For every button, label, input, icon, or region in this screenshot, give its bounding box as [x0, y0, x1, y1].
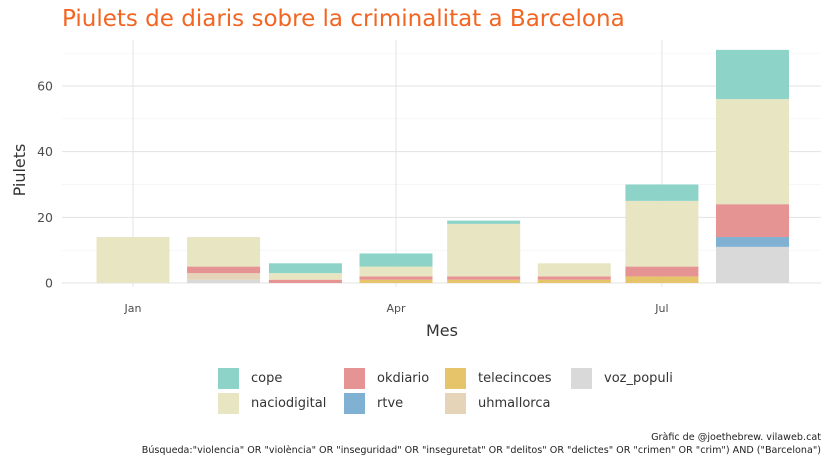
bar-segment-naciodigital — [716, 99, 790, 205]
bar-segment-okdiario — [537, 276, 611, 280]
bar-segment-cope — [625, 184, 699, 201]
x-tick-label: Apr — [386, 302, 406, 315]
legend-item-voz-populi: voz_populi — [571, 367, 681, 389]
bar-segment-cope — [268, 263, 342, 274]
legend: cope okdiario telecincoes voz_populi nac… — [218, 367, 681, 414]
bar-chart: 0 20 40 60 Jan Apr Jul Mes Piulets — [10, 40, 821, 340]
y-tick-label: 60 — [37, 78, 53, 93]
y-tick-label: 40 — [37, 144, 53, 159]
bar-segment-naciodigital — [359, 266, 433, 277]
legend-label: okdiario — [377, 370, 430, 386]
legend-item-cope: cope — [218, 367, 344, 389]
legend-item-uhmallorca: uhmallorca — [445, 392, 571, 414]
y-tick-label: 20 — [37, 210, 53, 225]
legend-label: telecincoes — [478, 370, 552, 386]
bar-segment-cope — [359, 253, 433, 267]
legend-swatch — [445, 367, 466, 389]
bar-segment-voz-populi — [187, 279, 261, 283]
y-tick-label: 0 — [45, 276, 53, 291]
legend-label: rtve — [377, 395, 404, 411]
legend-item-okdiario: okdiario — [344, 367, 445, 389]
x-axis-title: Mes — [426, 321, 458, 340]
bar-segment-telecincoes — [537, 279, 611, 283]
bar-segment-okdiario — [187, 266, 261, 274]
bar-segment-naciodigital — [625, 200, 699, 267]
legend-swatch — [344, 367, 365, 389]
bar-segment-naciodigital — [96, 237, 170, 283]
bar-segment-voz-populi — [716, 246, 790, 283]
legend-swatch — [571, 367, 592, 389]
legend-item-naciodigital: naciodigital — [218, 392, 344, 414]
bar-segment-rtve — [716, 237, 790, 247]
x-tick-label: Jul — [654, 302, 668, 315]
caption: Gràfic de @joethebrew. vilaweb.cat Búsqu… — [142, 431, 821, 457]
caption-query: Búsqueda:"violencia" OR "violència" OR "… — [141, 445, 821, 456]
legend-swatch — [344, 392, 365, 414]
legend-swatch — [218, 392, 239, 414]
bar-segment-cope — [716, 49, 790, 100]
chart-title: Piulets de diaris sobre la criminalitat … — [62, 6, 625, 32]
bar-segment-naciodigital — [268, 273, 342, 280]
y-axis-title: Piulets — [10, 144, 29, 197]
legend-item-rtve: rtve — [344, 392, 445, 414]
legend-item-telecincoes: telecincoes — [445, 367, 571, 389]
bar-segment-naciodigital — [187, 237, 261, 267]
legend-swatch — [218, 367, 239, 389]
bar-segment-telecincoes — [359, 279, 433, 283]
legend-label: uhmallorca — [478, 395, 551, 411]
bar-segment-naciodigital — [537, 263, 611, 277]
bar-segment-cope — [447, 220, 521, 224]
legend-label: cope — [251, 370, 283, 386]
bar-segment-uhmallorca — [187, 273, 261, 280]
legend-label: naciodigital — [251, 395, 327, 411]
x-tick-label: Jan — [124, 302, 142, 315]
bar-segment-okdiario — [625, 266, 699, 277]
legend-label: voz_populi — [604, 370, 673, 386]
bar-segment-okdiario — [716, 204, 790, 238]
legend-swatch — [445, 392, 466, 414]
bar-segment-telecincoes — [625, 276, 699, 283]
bar-segment-okdiario — [268, 279, 342, 283]
bar-segment-naciodigital — [447, 223, 521, 277]
bar-segment-okdiario — [447, 276, 521, 280]
bar-segment-okdiario — [359, 276, 433, 280]
caption-credit: Gràfic de @joethebrew. vilaweb.cat — [651, 432, 821, 443]
bar-segment-telecincoes — [447, 279, 521, 283]
